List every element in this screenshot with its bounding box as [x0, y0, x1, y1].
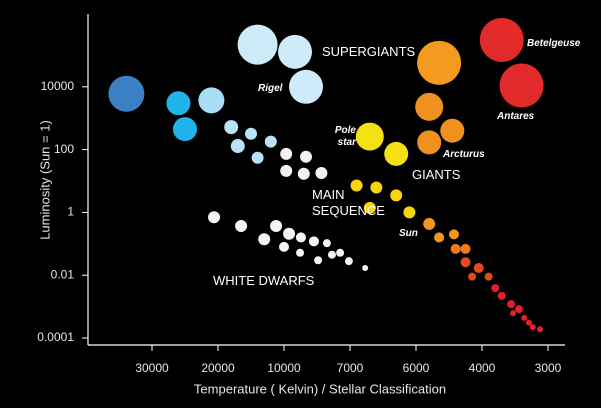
star-label: Rigel [258, 83, 283, 94]
star [344, 257, 353, 266]
group-label: MAIN SEQUENCE [312, 187, 385, 218]
star [166, 91, 191, 116]
x-tick-label: 20000 [201, 361, 235, 375]
star-label: Sun [399, 228, 418, 239]
star [314, 256, 323, 265]
star [390, 189, 403, 202]
star [173, 117, 197, 142]
star [237, 24, 278, 65]
star [283, 227, 296, 240]
star [295, 232, 306, 243]
star [224, 120, 239, 135]
x-tick-label: 7000 [337, 361, 364, 375]
star [322, 239, 331, 248]
group-label: WHITE DWARFS [213, 273, 315, 288]
y-tick-label: 1 [67, 205, 74, 219]
star [448, 229, 459, 240]
star [350, 179, 363, 192]
star [434, 232, 445, 243]
star [507, 300, 516, 309]
star-label: Arcturus [443, 149, 485, 160]
x-tick-label: 10000 [267, 361, 301, 375]
y-tick-label: 100 [54, 142, 74, 156]
star [484, 272, 493, 281]
star [468, 272, 477, 281]
star [514, 305, 523, 314]
star [308, 236, 319, 247]
x-tick-label: 6000 [403, 361, 430, 375]
star [460, 257, 471, 268]
star [258, 233, 271, 246]
star [460, 243, 471, 254]
star [521, 314, 528, 321]
star-label: Antares [497, 111, 535, 122]
star [270, 219, 283, 232]
x-axis-title: Temperature ( Kelvin) / Stellar Classifi… [194, 381, 446, 396]
star [384, 141, 409, 166]
star [198, 87, 225, 114]
star [415, 92, 444, 121]
star [264, 135, 277, 148]
star [479, 17, 524, 62]
star [370, 181, 383, 194]
star [363, 201, 376, 214]
star [529, 324, 536, 331]
star [251, 151, 264, 164]
star [525, 319, 532, 326]
group-label: SUPERGIANTS [322, 44, 416, 59]
star [499, 63, 544, 108]
star [423, 217, 436, 230]
star [473, 262, 484, 273]
group-label: GIANTS [412, 167, 461, 182]
y-tick-label: 0.0001 [37, 330, 74, 344]
star [296, 248, 305, 257]
star [355, 122, 384, 151]
x-tick-label: 4000 [469, 361, 496, 375]
star [537, 326, 544, 333]
y-tick-label: 10000 [41, 79, 75, 93]
star [327, 250, 336, 259]
star [450, 243, 461, 254]
star [491, 284, 500, 293]
star [417, 40, 462, 85]
star-label: Pole star [334, 125, 356, 148]
star [280, 147, 293, 160]
y-axis-title: Luminosity (Sun = 1) [37, 120, 52, 240]
star [230, 139, 245, 154]
star [497, 291, 506, 300]
star [403, 206, 416, 219]
star [300, 150, 312, 163]
star [108, 75, 145, 112]
star [336, 248, 345, 257]
star [362, 264, 369, 271]
star [280, 164, 293, 177]
star [315, 167, 328, 180]
star [278, 34, 312, 69]
star [510, 310, 517, 317]
star [245, 127, 257, 140]
star [417, 130, 442, 155]
star [440, 118, 465, 143]
x-tick-label: 3000 [535, 361, 562, 375]
star [289, 69, 323, 104]
x-tick-label: 30000 [135, 361, 169, 375]
star [279, 241, 289, 252]
star [208, 211, 221, 224]
y-tick-label: 0.01 [51, 267, 75, 281]
star-label: Betelgeuse [527, 38, 581, 49]
star [235, 219, 248, 232]
star [297, 167, 310, 180]
